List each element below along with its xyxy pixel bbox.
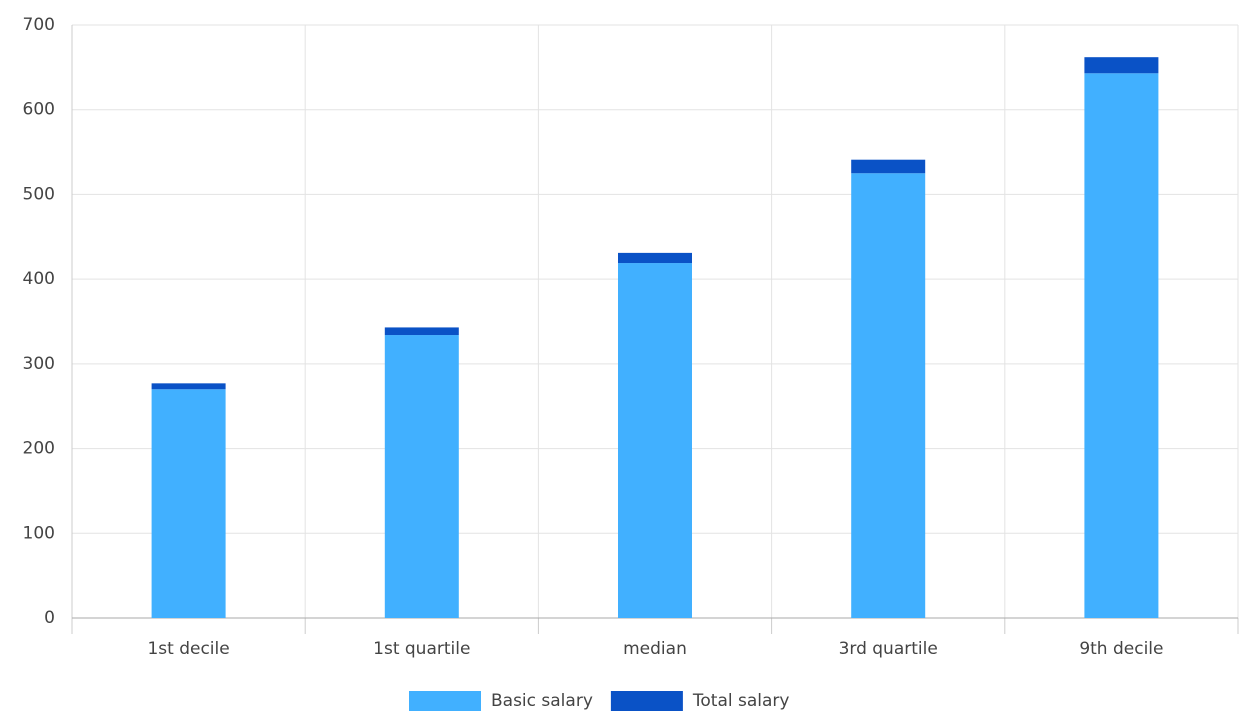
legend-label: Total salary xyxy=(692,691,790,711)
bar xyxy=(618,252,692,264)
legend-swatch xyxy=(409,691,481,711)
y-tick-label: 300 xyxy=(23,354,55,374)
legend-label: Basic salary xyxy=(491,691,593,711)
y-tick-label: 0 xyxy=(44,608,55,628)
y-tick-label: 100 xyxy=(23,523,55,543)
bar xyxy=(1084,73,1159,619)
y-tick-label: 600 xyxy=(23,100,55,120)
y-tick-label: 700 xyxy=(23,15,55,35)
x-tick-label: 1st quartile xyxy=(373,639,470,659)
bar xyxy=(851,173,926,618)
y-tick-label: 500 xyxy=(23,184,55,204)
x-tick-label: 1st decile xyxy=(147,639,229,659)
bar xyxy=(384,335,459,618)
x-tick-label: 3rd quartile xyxy=(839,639,938,659)
x-tick-label: 9th decile xyxy=(1079,639,1163,659)
bar xyxy=(851,159,926,174)
bar xyxy=(384,327,459,336)
bar xyxy=(1084,57,1159,74)
legend-swatch xyxy=(610,691,683,711)
x-tick-label: median xyxy=(623,639,687,659)
y-tick-label: 400 xyxy=(23,269,55,289)
y-tick-label: 200 xyxy=(23,439,55,459)
bar xyxy=(151,383,226,390)
bar xyxy=(151,389,226,618)
bar xyxy=(618,263,692,618)
